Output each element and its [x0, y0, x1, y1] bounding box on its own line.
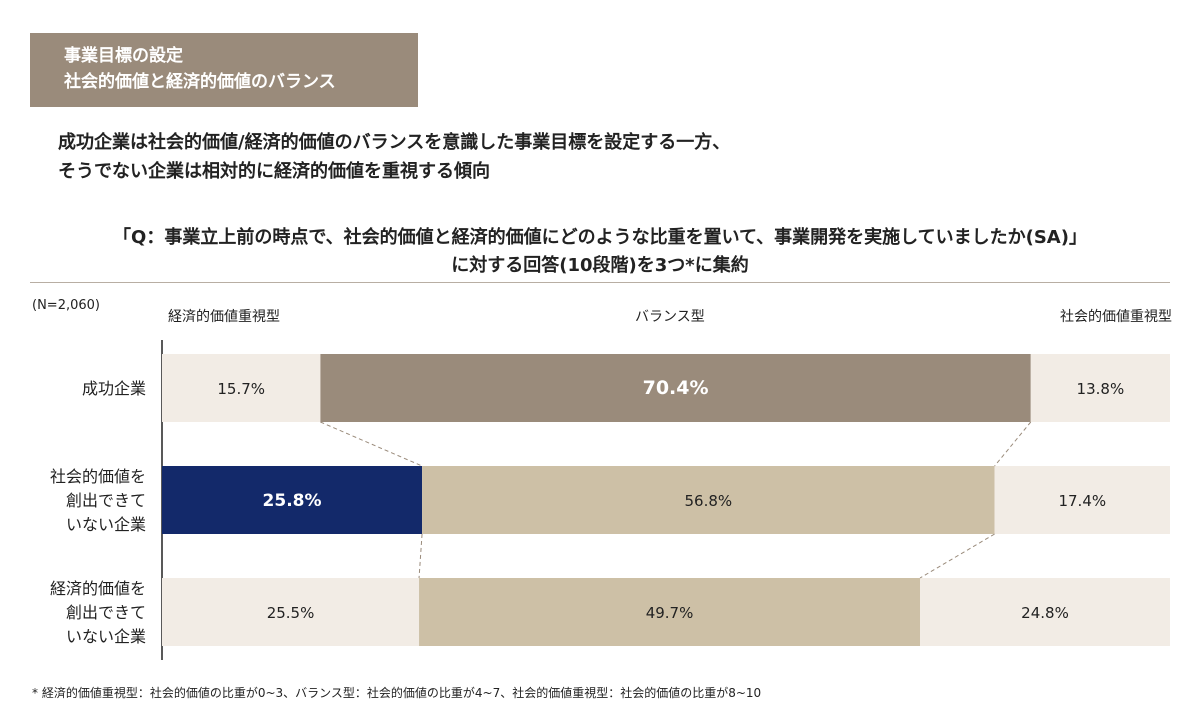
bar-segment	[994, 466, 1170, 534]
question-line2: に対する回答(10段階)を3つ*に集約	[451, 255, 749, 276]
category-label: 創出できて	[66, 491, 146, 510]
data-label: 25.5%	[267, 604, 315, 622]
chart-title-box: 事業目標の設定 社会的価値と経済的価値のバランス	[30, 33, 418, 107]
bar-segment	[162, 466, 423, 534]
chart-title-line1: 事業目標の設定	[64, 46, 183, 66]
category-label: 経済的価値を	[50, 579, 146, 598]
category-label: 成功企業	[82, 379, 146, 398]
column-header-balanced: バランス型	[635, 309, 705, 325]
data-label: 49.7%	[646, 604, 694, 622]
bar-segment	[162, 578, 420, 646]
data-label: 24.8%	[1021, 604, 1069, 622]
data-label: 17.4%	[1058, 492, 1106, 510]
data-label: 70.4%	[643, 377, 709, 399]
column-header-social: 社会的価値重視型	[1060, 309, 1172, 325]
data-label: 56.8%	[685, 492, 733, 510]
sample-size: (N=2,060)	[32, 298, 100, 313]
connector-line	[994, 421, 1032, 467]
divider	[30, 282, 1170, 283]
data-label: 25.8%	[263, 491, 322, 511]
headline-line1: 成功企業は社会的価値/経済的価値のバランスを意識した事業目標を設定する一方、	[58, 132, 731, 153]
bar-segment	[162, 354, 321, 422]
bar-segment	[1030, 354, 1170, 422]
connector-line	[919, 533, 995, 579]
connector-line	[320, 421, 423, 467]
connector-line	[418, 533, 423, 579]
survey-question: 「Q：事業立上前の時点で、社会的価値と経済的価値にどのような比重を置いて、事業開…	[0, 224, 1200, 280]
data-label: 13.8%	[1077, 380, 1125, 398]
column-header-economic: 経済的価値重視型	[168, 309, 280, 325]
question-line1: 「Q：事業立上前の時点で、社会的価値と経済的価値にどのような比重を置いて、事業開…	[113, 227, 1087, 248]
headline-line2: そうでない企業は相対的に経済的価値を重視する傾向	[58, 161, 490, 182]
footnote: * 経済的価値重視型：社会的価値の比重が0~3、バランス型：社会的価値の比重が4…	[32, 686, 762, 700]
headline: 成功企業は社会的価値/経済的価値のバランスを意識した事業目標を設定する一方、 そ…	[58, 128, 730, 186]
category-label: 社会的価値を	[50, 467, 146, 486]
bar-segment	[320, 354, 1031, 422]
data-label: 15.7%	[217, 380, 265, 398]
bar-segment	[419, 578, 921, 646]
category-label: いない企業	[66, 515, 146, 534]
category-label: 創出できて	[66, 603, 146, 622]
bar-segment	[920, 578, 1170, 646]
category-label: いない企業	[66, 627, 146, 646]
bar-segment	[422, 466, 995, 534]
chart-title-line2: 社会的価値と経済的価値のバランス	[64, 72, 336, 92]
